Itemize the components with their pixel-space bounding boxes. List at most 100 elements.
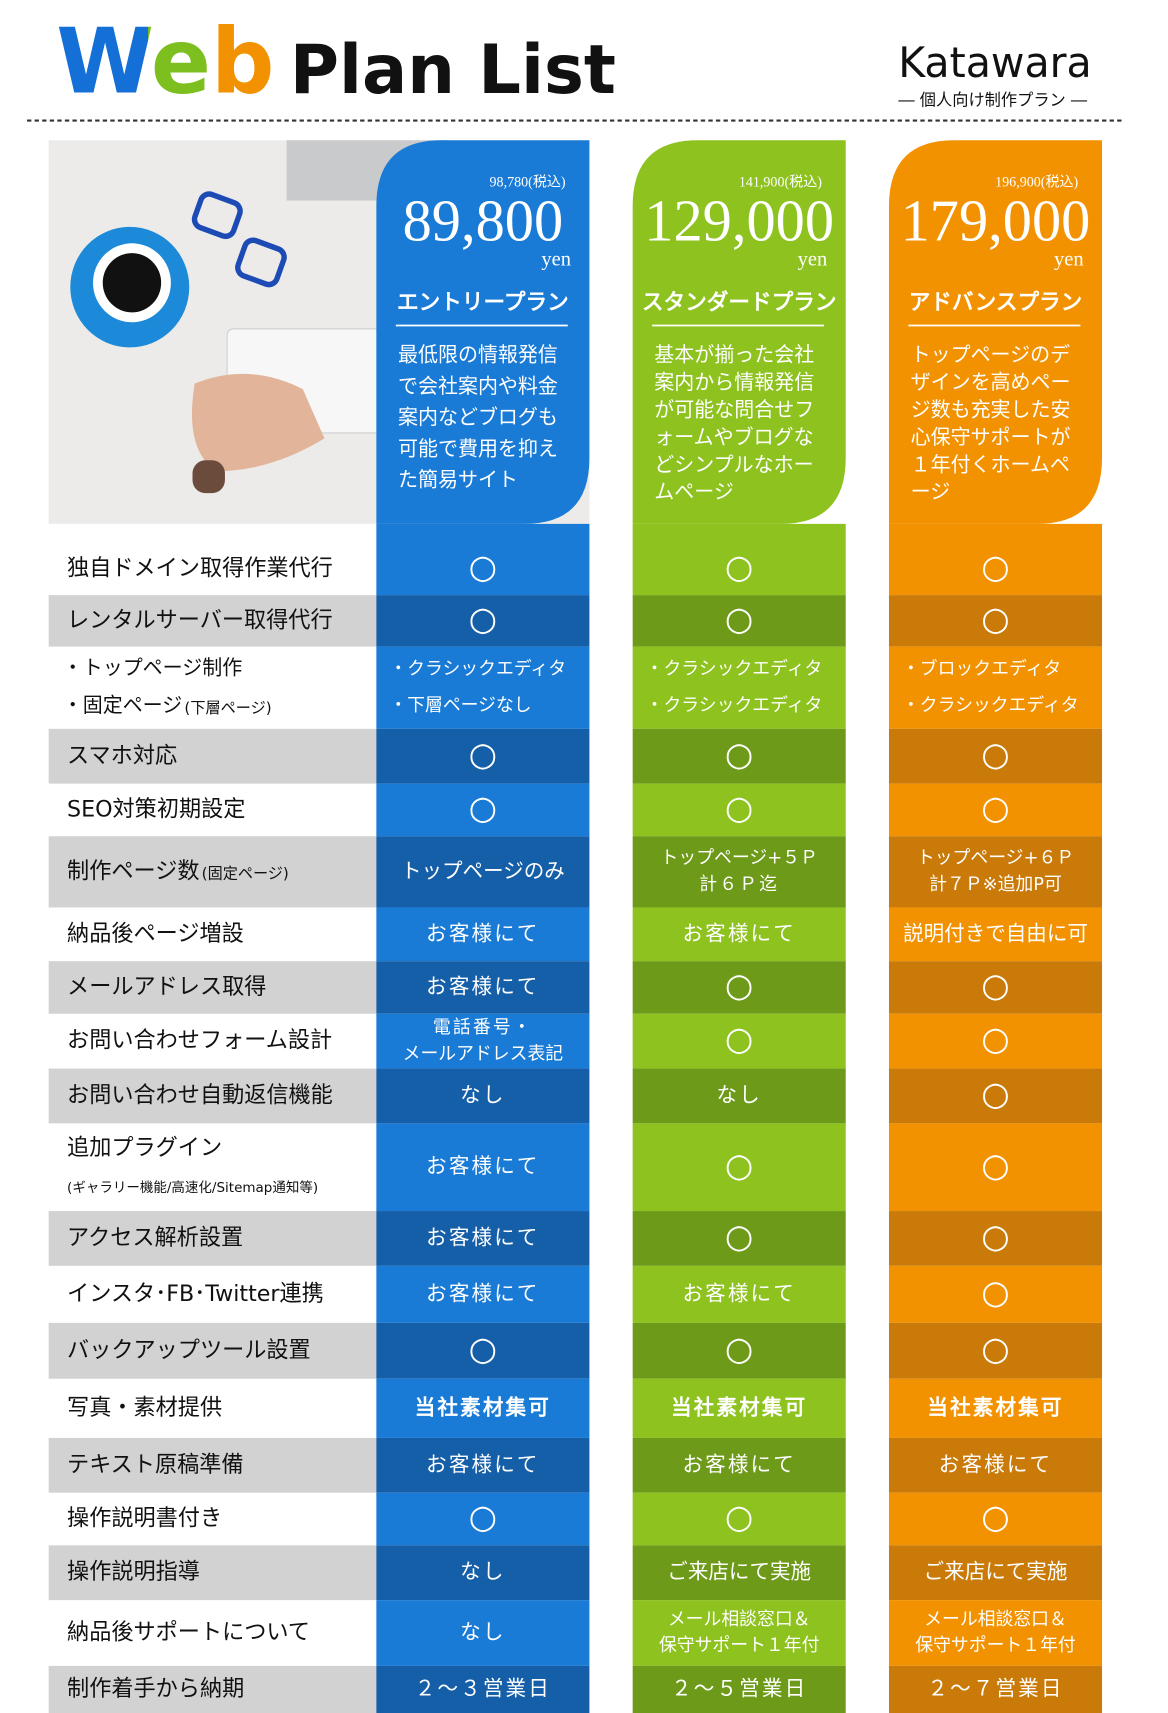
row-label: レンタルサーバー取得代行 — [67, 607, 333, 633]
cell-text: ○ — [469, 1498, 497, 1536]
cell-bg — [376, 1665, 590, 1713]
price-tax: 141,900(税込) — [739, 174, 822, 190]
plan-tab — [632, 140, 846, 524]
cell-text: ・クラシックエディタ — [646, 659, 823, 680]
cell-text: ○ — [981, 1217, 1009, 1255]
cell-text: ２〜７営業日 — [927, 1676, 1063, 1700]
row-bg — [48, 1322, 377, 1379]
cell-text: 当社素材集可 — [415, 1395, 551, 1419]
cell-bg — [632, 1492, 846, 1546]
cell-bg — [888, 1068, 1103, 1124]
cell-bg — [632, 1665, 846, 1713]
cell-bg — [632, 1437, 846, 1493]
cell-bg — [632, 1211, 846, 1266]
cell-text: 当社素材集可 — [671, 1395, 807, 1419]
cell-bg — [376, 1378, 590, 1438]
plan-desc: 心保守サポートが — [911, 425, 1071, 449]
cell-text: ○ — [469, 735, 497, 773]
cell-text: 保守サポート１年付 — [915, 1635, 1076, 1656]
plan-desc: ジ数も充実した安 — [911, 397, 1071, 421]
brand: Katawara — [898, 39, 1092, 87]
cell-bg — [632, 542, 846, 596]
cell-text: お客様にて — [426, 1225, 539, 1249]
cell-bg — [888, 1545, 1103, 1601]
cell-bg — [632, 1545, 846, 1601]
plan-body — [376, 523, 590, 543]
cell-text: トップページ+５Ｐ — [661, 848, 818, 869]
cell-text: ・クラシックエディタ — [389, 659, 566, 680]
cell-text: お客様にて — [426, 1452, 539, 1476]
cell-bg — [888, 1492, 1103, 1546]
cell-bg — [632, 728, 846, 784]
cell-text: ○ — [981, 600, 1009, 638]
row-bg — [48, 1068, 377, 1124]
cell-bg — [376, 595, 590, 647]
cell-text: ・クラシックエディタ — [902, 695, 1079, 716]
cell-text: メール相談窓口＆ — [668, 1609, 811, 1630]
cell-text: ○ — [469, 789, 497, 827]
plan-desc: 基本が揃った会社 — [654, 343, 814, 367]
plan-desc: 可能で費用を抑え — [398, 436, 558, 460]
row-label: 制作着手から納期 — [67, 1676, 244, 1702]
plan-desc: ムページ — [654, 480, 734, 504]
cell-text: ○ — [981, 1498, 1009, 1536]
plan-desc: で会社案内や料金 — [398, 374, 558, 398]
cell-bg — [376, 836, 590, 908]
plan-desc: 案内などブログも — [398, 405, 558, 429]
cell-bg — [888, 542, 1103, 596]
row-label: テキスト原稿準備 — [67, 1452, 244, 1478]
cell-text: お客様にて — [682, 921, 795, 945]
cell-text: ○ — [725, 1498, 753, 1536]
cell-bg — [376, 646, 590, 729]
cell-bg — [376, 542, 590, 596]
row-label: ・固定ページ — [63, 693, 183, 717]
cell-bg — [888, 1600, 1103, 1666]
price: 89,800 — [403, 188, 564, 253]
cell-bg — [888, 1211, 1103, 1266]
cell-text: ○ — [469, 548, 497, 586]
cell-text: ○ — [981, 1330, 1009, 1368]
cell-text: ・クラシックエディタ — [646, 695, 823, 716]
cell-text: 計７Ｐ※追加P可 — [929, 874, 1062, 895]
cell-bg — [376, 783, 590, 837]
cell-text: ○ — [725, 600, 753, 638]
cell-text: お客様にて — [426, 1154, 539, 1178]
cell-bg — [376, 1211, 590, 1266]
cell-bg — [376, 1265, 590, 1323]
row-note: (ギャラリー機能/高速化/Sitemap通知等) — [67, 1179, 318, 1196]
plan-name: エントリープラン — [397, 290, 569, 315]
cell-bg — [632, 907, 846, 962]
cell-text: なし — [460, 1083, 505, 1107]
plan-name: アドバンスプラン — [909, 290, 1083, 315]
cell-bg — [632, 1600, 846, 1666]
cell-bg — [632, 595, 846, 647]
plan-desc: １年付くホームペ — [911, 452, 1070, 476]
row-label: 写真・素材提供 — [67, 1395, 222, 1421]
cell-text: ２〜５営業日 — [671, 1676, 807, 1700]
cell-text: ○ — [725, 1020, 753, 1058]
cell-bg — [376, 1013, 590, 1069]
cell-bg — [376, 1322, 590, 1379]
row-label: バックアップツール設置 — [67, 1337, 311, 1363]
cell-bg — [888, 907, 1103, 962]
cell-text: ○ — [725, 1217, 753, 1255]
price: 179,000 — [901, 188, 1091, 253]
cell-bg — [632, 1123, 846, 1212]
price-unit: yen — [1054, 249, 1084, 271]
cell-bg — [888, 1322, 1103, 1379]
plan-desc: 最低限の情報発信 — [398, 343, 558, 367]
cell-bg — [376, 1068, 590, 1124]
cell-text: ○ — [981, 789, 1009, 827]
plan-desc: ージ — [911, 480, 951, 504]
cell-text: トップページのみ — [401, 859, 565, 883]
plan-tab — [888, 140, 1103, 524]
plan-desc: 案内から情報発信 — [654, 370, 814, 394]
row-bg — [48, 728, 377, 784]
row-note: (固定ページ) — [202, 864, 289, 882]
cell-text: 電話番号・ — [433, 1017, 533, 1038]
cell-text: ・ブロックエディタ — [902, 658, 1061, 680]
price-tax: 98,780(税込) — [490, 174, 566, 190]
cell-text: ○ — [981, 735, 1009, 773]
plan-desc: トップページのデ — [911, 343, 1071, 367]
cell-bg — [632, 1013, 846, 1069]
